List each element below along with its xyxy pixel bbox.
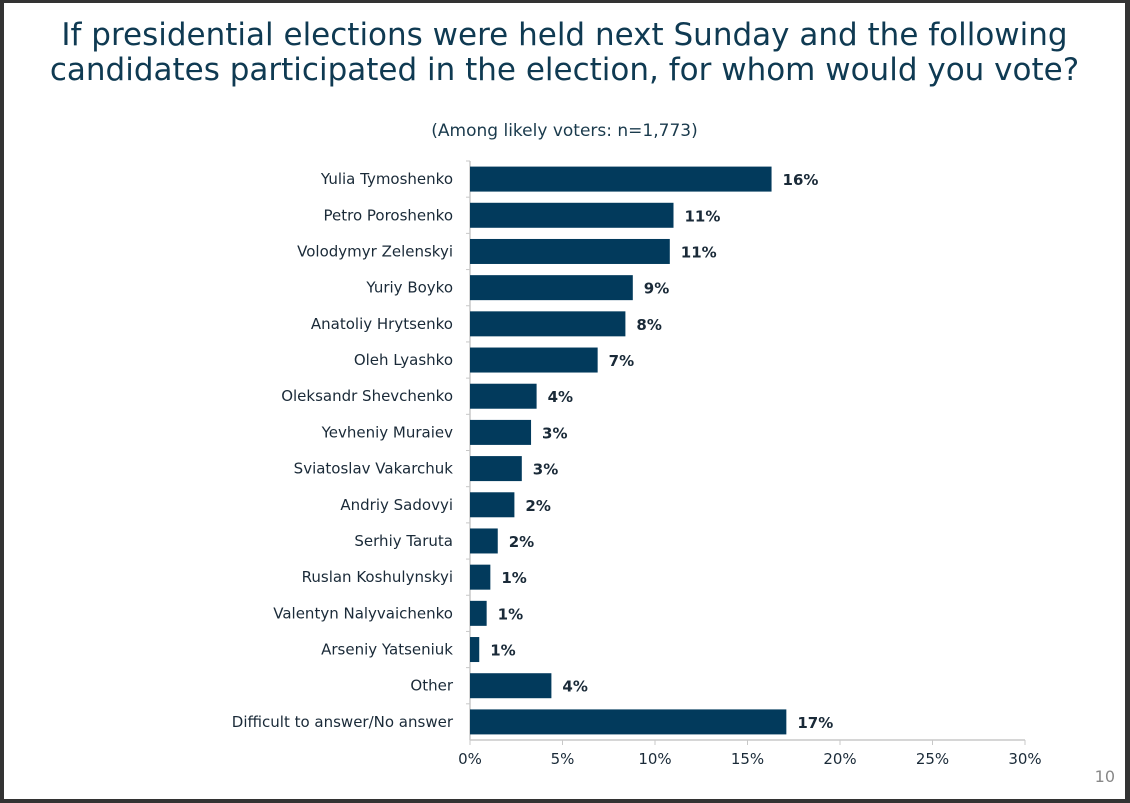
category-label: Yevheniy Muraiev	[321, 423, 454, 441]
category-label: Other	[410, 677, 453, 695]
x-tick-label: 20%	[823, 750, 856, 768]
bar	[470, 419, 532, 445]
data-label: 1%	[501, 569, 526, 587]
category-label: Petro Poroshenko	[324, 206, 454, 224]
slide: If presidential elections were held next…	[4, 3, 1125, 799]
data-label: 9%	[644, 280, 669, 298]
category-label: Oleksandr Shevchenko	[281, 387, 453, 405]
category-label: Arseniy Yatseniuk	[321, 641, 453, 659]
x-tick-label: 15%	[731, 750, 764, 768]
bar	[470, 311, 626, 337]
x-tick-label: 5%	[551, 750, 575, 768]
bar	[470, 492, 515, 518]
bar	[470, 275, 633, 301]
bar	[470, 709, 787, 735]
bar	[470, 166, 772, 192]
category-label: Serhiy Taruta	[354, 532, 453, 550]
bar	[470, 528, 498, 554]
data-label: 3%	[533, 461, 558, 479]
data-label: 11%	[685, 207, 721, 225]
page-number: 10	[1094, 767, 1115, 786]
category-label: Anatoliy Hrytsenko	[311, 315, 453, 333]
bar	[470, 600, 487, 626]
data-label: 16%	[783, 171, 819, 189]
data-label: 11%	[681, 243, 717, 261]
x-tick-label: 10%	[638, 750, 671, 768]
data-label: 17%	[797, 714, 833, 732]
data-label: 4%	[548, 388, 573, 406]
category-label: Difficult to answer/No answer	[232, 713, 454, 731]
category-label: Andriy Sadovyi	[340, 496, 453, 514]
data-label: 2%	[509, 533, 534, 551]
category-label: Yulia Tymoshenko	[320, 170, 453, 188]
data-label: 1%	[490, 642, 515, 660]
data-label: 2%	[525, 497, 550, 515]
data-label: 4%	[562, 678, 587, 696]
bar	[470, 637, 480, 663]
bar	[470, 564, 491, 590]
data-label: 8%	[636, 316, 661, 334]
category-label: Oleh Lyashko	[354, 351, 453, 369]
category-label: Valentyn Nalyvaichenko	[273, 604, 453, 622]
category-label: Volodymyr Zelenskyi	[297, 242, 453, 260]
category-label: Sviatoslav Vakarchuk	[294, 460, 454, 478]
bar	[470, 673, 552, 699]
data-label: 7%	[609, 352, 634, 370]
x-tick-label: 0%	[458, 750, 482, 768]
bar	[470, 202, 674, 228]
bar	[470, 383, 537, 409]
data-label: 3%	[542, 424, 567, 442]
category-label: Yuriy Boyko	[365, 279, 453, 297]
chart-title: If presidential elections were held next…	[49, 17, 1080, 88]
data-label: 1%	[498, 605, 523, 623]
category-label: Ruslan Koshulynskyi	[302, 568, 453, 586]
x-tick-label: 25%	[916, 750, 949, 768]
x-tick-label: 30%	[1008, 750, 1041, 768]
chart-subtitle: (Among likely voters: n=1,773)	[431, 121, 698, 141]
bar	[470, 456, 522, 482]
bar	[470, 347, 598, 373]
bar	[470, 238, 670, 264]
